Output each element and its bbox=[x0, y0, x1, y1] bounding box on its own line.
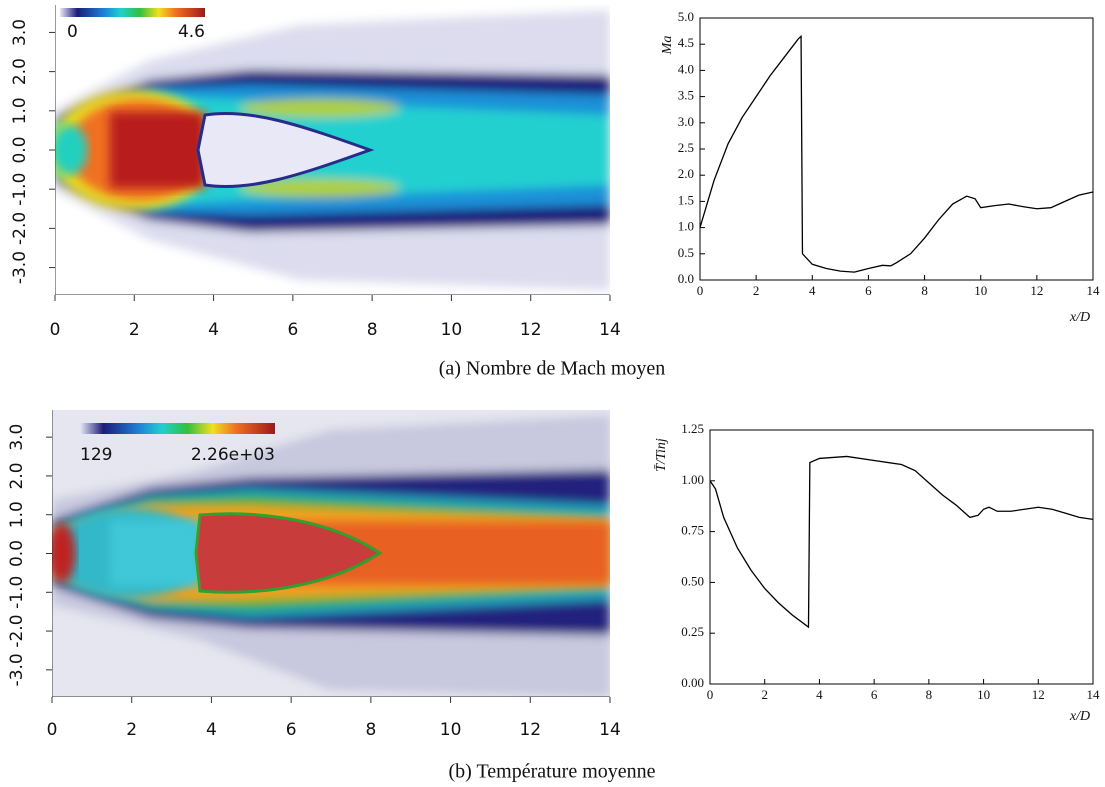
y-tick-label: 3.0 bbox=[678, 114, 694, 129]
x-tick-label: 10 bbox=[977, 687, 990, 702]
x-tick-label: 6 bbox=[286, 720, 297, 740]
x-tick-label: 2 bbox=[761, 687, 768, 702]
x-tick-label: 8 bbox=[921, 283, 928, 298]
y-tick-label: -3.0 bbox=[7, 653, 27, 686]
y-tick-label: 1.5 bbox=[678, 192, 694, 207]
y-tick-label: 0.5 bbox=[678, 245, 694, 260]
y-tick-label: 1.0 bbox=[10, 97, 30, 124]
data-line bbox=[699, 34, 1094, 273]
colorbar-label: 129 bbox=[80, 445, 112, 465]
x-axis-label: x/D bbox=[1069, 709, 1090, 724]
y-tick-label: 5.0 bbox=[678, 9, 694, 24]
y-axis-label: Ma bbox=[660, 36, 675, 56]
x-tick-label: 0 bbox=[50, 320, 61, 340]
x-tick-label: 0 bbox=[697, 283, 704, 298]
x-tick-label: 6 bbox=[865, 283, 872, 298]
y-axis-label: T̄/Tinj bbox=[654, 438, 669, 472]
plot-frame bbox=[709, 429, 1094, 685]
y-tick-label: 0.0 bbox=[7, 540, 27, 567]
x-tick-label: 0 bbox=[47, 720, 58, 740]
colorbar bbox=[80, 423, 275, 434]
y-tick-label: 1.0 bbox=[7, 501, 27, 528]
y-tick-label: 0.50 bbox=[681, 573, 704, 588]
x-tick-label: 10 bbox=[974, 283, 987, 298]
x-tick-label: 4 bbox=[208, 320, 219, 340]
x-tick-label: 2 bbox=[129, 320, 140, 340]
y-tick-label: 0.00 bbox=[681, 675, 704, 690]
y-tick-label: 0.0 bbox=[10, 136, 30, 163]
contour-image bbox=[55, 5, 610, 295]
colorbar-label: 4.6 bbox=[178, 22, 205, 42]
y-tick-label: -3.0 bbox=[10, 251, 30, 284]
y-tick-label: 1.00 bbox=[681, 472, 704, 487]
x-tick-label: 12 bbox=[519, 720, 541, 740]
x-tick-label: 6 bbox=[287, 320, 298, 340]
x-tick-label: 4 bbox=[809, 283, 816, 298]
y-tick-label: 2.0 bbox=[678, 166, 694, 181]
y-tick-label: 1.0 bbox=[678, 219, 694, 234]
y-tick-label: 2.0 bbox=[10, 58, 30, 85]
colorbar bbox=[60, 8, 205, 17]
colorbar-label: 0 bbox=[67, 22, 78, 42]
y-tick-label: 3.5 bbox=[678, 88, 694, 103]
y-tick-label: 0.75 bbox=[681, 523, 704, 538]
y-tick-label: -1.0 bbox=[7, 576, 27, 609]
x-tick-label: 14 bbox=[1087, 687, 1101, 702]
caption: (a) Nombre de Mach moyen bbox=[439, 358, 666, 380]
y-tick-label: 0.0 bbox=[678, 271, 694, 286]
x-tick-label: 14 bbox=[1087, 283, 1101, 298]
x-tick-label: 6 bbox=[871, 687, 878, 702]
y-tick-label: 3.0 bbox=[7, 424, 27, 451]
y-tick-label: 3.0 bbox=[10, 19, 30, 46]
x-tick-label: 14 bbox=[599, 320, 621, 340]
colorbar-label: 2.26e+03 bbox=[191, 445, 275, 465]
x-tick-label: 8 bbox=[367, 320, 378, 340]
y-tick-label: 1.25 bbox=[681, 421, 704, 436]
y-tick-label: -1.0 bbox=[10, 173, 30, 206]
x-tick-label: 2 bbox=[753, 283, 760, 298]
x-tick-label: 12 bbox=[1030, 283, 1043, 298]
y-tick-label: 0.25 bbox=[681, 624, 704, 639]
contour-image bbox=[52, 410, 610, 697]
x-tick-label: 2 bbox=[126, 720, 137, 740]
y-tick-label: -2.0 bbox=[10, 212, 30, 245]
y-tick-label: -2.0 bbox=[7, 614, 27, 647]
x-tick-label: 4 bbox=[816, 687, 823, 702]
x-tick-label: 12 bbox=[520, 320, 542, 340]
x-axis-label: x/D bbox=[1069, 310, 1090, 325]
caption: (b) Température moyenne bbox=[448, 761, 655, 783]
x-tick-label: 8 bbox=[926, 687, 933, 702]
x-tick-label: 12 bbox=[1032, 687, 1045, 702]
plot-frame bbox=[699, 17, 1094, 281]
x-tick-label: 4 bbox=[206, 720, 217, 740]
x-tick-label: 10 bbox=[440, 720, 462, 740]
data-line bbox=[709, 455, 1094, 629]
x-tick-label: 8 bbox=[365, 720, 376, 740]
y-tick-label: 4.0 bbox=[678, 61, 694, 76]
x-tick-label: 10 bbox=[441, 320, 463, 340]
y-tick-label: 2.5 bbox=[678, 140, 694, 155]
x-tick-label: 14 bbox=[599, 720, 621, 740]
y-tick-label: 4.5 bbox=[678, 35, 694, 50]
y-tick-label: 2.0 bbox=[7, 462, 27, 489]
x-tick-label: 0 bbox=[707, 687, 714, 702]
